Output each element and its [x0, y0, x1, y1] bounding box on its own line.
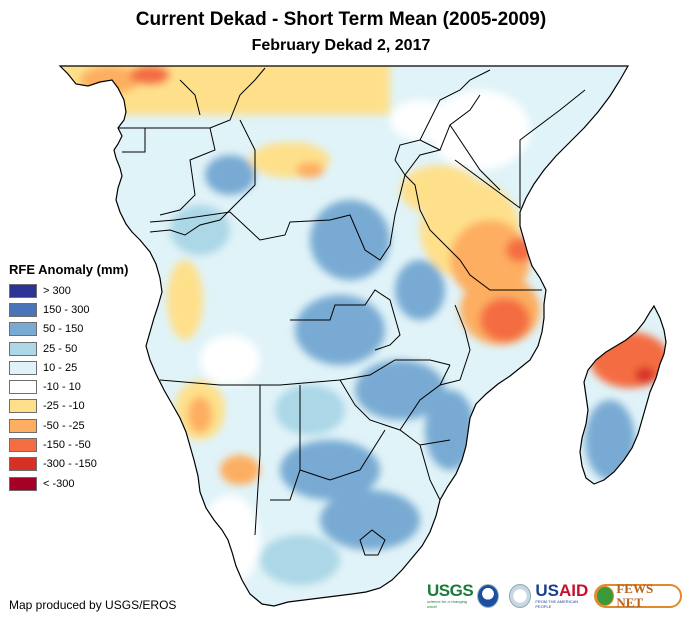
legend-label: 50 - 150	[43, 323, 84, 336]
legend-item: 150 - 300	[9, 300, 128, 319]
anomaly-map	[59, 65, 667, 607]
usaid-logo-aid: AID	[558, 581, 589, 600]
legend-item: -25 - -10	[9, 397, 128, 416]
legend-item: -150 - -50	[9, 435, 128, 454]
legend-label: 150 - 300	[43, 303, 90, 316]
legend-item: 50 - 150	[9, 320, 128, 339]
legend-label: -50 - -25	[43, 419, 85, 432]
legend-label: 10 - 25	[43, 361, 78, 374]
usaid-logo-tagline: FROM THE AMERICAN PEOPLE	[535, 599, 579, 609]
usaid-logo: USAID FROM THE AMERICAN PEOPLE	[535, 582, 590, 609]
legend-item: 10 - 25	[9, 358, 128, 377]
legend-item: -300 - -150	[9, 455, 128, 474]
legend-label: -300 - -150	[43, 458, 97, 471]
usaid-logo-us: US	[535, 581, 559, 600]
fewsnet-logo: FEWS NET	[594, 580, 682, 610]
legend-swatch	[9, 399, 37, 414]
legend-swatch	[9, 302, 37, 317]
legend-item: 25 - 50	[9, 339, 128, 358]
globe-icon	[596, 585, 615, 606]
legend-label: < -300	[43, 477, 75, 490]
legend-swatch	[9, 360, 37, 375]
legend-swatch	[9, 322, 37, 337]
legend-label: -10 - 10	[43, 381, 81, 394]
country-borders	[118, 67, 586, 556]
noaa-logo-icon	[477, 583, 500, 608]
legend-swatch	[9, 476, 37, 491]
legend-label: 25 - 50	[43, 342, 78, 355]
legend-swatch	[9, 341, 37, 356]
legend-item: < -300	[9, 474, 128, 493]
map-subtitle: February Dekad 2, 2017	[251, 37, 431, 54]
legend-item: -10 - 10	[9, 377, 128, 396]
legend-label: -150 - -50	[43, 439, 91, 452]
legend-label: > 300	[43, 284, 71, 297]
legend-swatch	[9, 457, 37, 472]
map-title: Current Dekad - Short Term Mean (2005-20…	[135, 9, 547, 30]
usgs-logo-text: USGS	[427, 581, 474, 600]
legend-item: > 300	[9, 281, 128, 300]
fewsnet-logo-text: FEWS NET	[616, 580, 654, 610]
legend-swatch	[9, 438, 37, 453]
usgs-logo-tagline: science for a changing world	[427, 599, 468, 609]
legend-title: RFE Anomaly (mm)	[9, 262, 129, 277]
map-credit: Map produced by USGS/EROS	[9, 598, 177, 612]
usgs-logo: USGS science for a changing world	[427, 581, 474, 609]
legend-swatch	[9, 380, 37, 395]
logo-bar: USGS science for a changing world USAID …	[427, 580, 682, 610]
legend-label: -25 - -10	[43, 400, 85, 413]
legend: RFE Anomaly (mm) > 300 150 - 300 50 - 150 2…	[9, 262, 128, 493]
usaid-seal-icon	[509, 583, 532, 608]
legend-item: -50 - -25	[9, 416, 128, 435]
legend-swatch	[9, 283, 37, 298]
legend-swatch	[9, 418, 37, 433]
